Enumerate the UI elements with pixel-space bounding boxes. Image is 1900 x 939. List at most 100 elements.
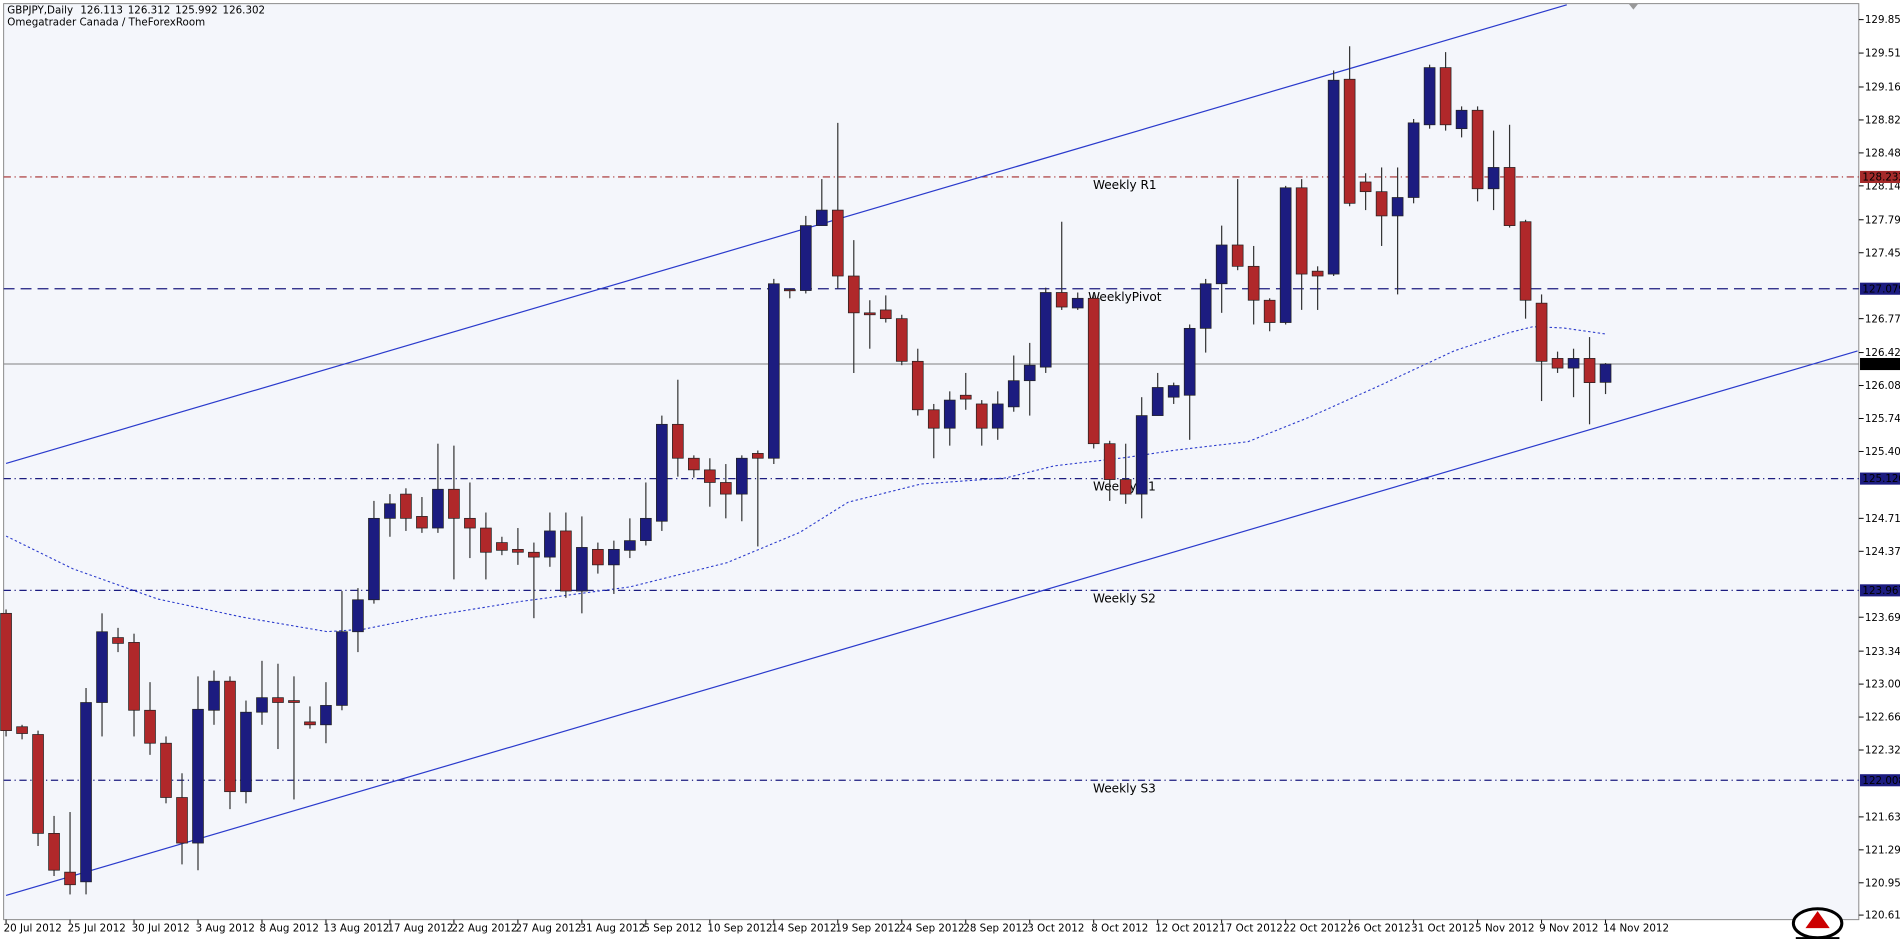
candle-body (1311, 270, 1324, 277)
candle-body (32, 734, 44, 834)
candle-body (496, 542, 508, 551)
level-tag (1860, 774, 1900, 787)
scroll-marker (1628, 3, 1639, 10)
candle-body (0, 612, 12, 731)
x-tick-label: 24 Sep 2012 (899, 923, 964, 935)
candle-body (144, 709, 156, 744)
x-tick-label: 26 Oct 2012 (1347, 923, 1411, 935)
candle-body (320, 705, 332, 726)
x-tick-label: 19 Sep 2012 (835, 923, 900, 935)
x-tick-label: 14 Nov 2012 (1603, 923, 1669, 935)
x-tick-label: 3 Aug 2012 (196, 923, 255, 935)
candle-body (592, 548, 604, 566)
candle-body (128, 642, 140, 711)
candle-body (176, 797, 188, 844)
candle-body (352, 599, 364, 633)
level-tag (1860, 282, 1900, 295)
candle-body (1279, 187, 1292, 323)
candle-body (624, 540, 636, 551)
candle-body (256, 697, 268, 713)
candle-body (608, 548, 620, 566)
header-low: 125.992 (175, 4, 218, 16)
overlay (5, 4, 1858, 897)
candle-body (1151, 387, 1164, 416)
y-tick-label: 123.690 (1865, 612, 1900, 624)
candle-body (208, 680, 220, 711)
candle-body (704, 469, 716, 483)
candle-body (752, 453, 764, 459)
candle-body (400, 493, 412, 519)
candle-body (1519, 221, 1532, 301)
x-tick-label: 31 Oct 2012 (1411, 923, 1475, 935)
level-value: 123.967 (1862, 585, 1900, 597)
candle-body (640, 517, 652, 541)
header-close: 126.302 (223, 4, 266, 16)
axes: 129.855 129.510 129.160 128.820 128.480 128.1… (4, 14, 1900, 935)
candle-body (160, 742, 172, 798)
candle-body (560, 530, 572, 592)
candles (0, 46, 1612, 895)
level-value: 122.008 (1862, 775, 1900, 787)
y-tick-label: 120.617 (1865, 910, 1900, 922)
candle-body (1231, 244, 1244, 267)
plot-area (3, 3, 1860, 921)
level-tag (1860, 170, 1900, 183)
candle-body (656, 423, 668, 522)
y-tick-label: 120.950 (1865, 877, 1900, 889)
candle-body (368, 517, 380, 601)
candle-body (1071, 297, 1084, 309)
level-value: 125.120 (1862, 473, 1900, 485)
candle-body (432, 488, 444, 529)
candle-body (448, 488, 460, 519)
candle-body (1551, 358, 1564, 369)
candle-body (863, 312, 876, 316)
channel-lower (5, 350, 1858, 897)
candle-body (1167, 385, 1180, 398)
last-price-value: 126.302 (1862, 359, 1900, 371)
candle-body (688, 457, 700, 471)
candle-body (831, 209, 844, 277)
y-tick-label: 122.660 (1865, 712, 1900, 724)
x-tick-label: 27 Aug 2012 (515, 923, 581, 935)
level-name: WeeklyPivot (1088, 290, 1162, 304)
candle-body (959, 394, 972, 400)
candle-body (240, 711, 252, 793)
candle-body (1487, 167, 1500, 190)
candle-body (895, 318, 908, 362)
candle-body (544, 530, 556, 558)
candle-body (927, 409, 940, 429)
level-name: Weekly S2 (1093, 591, 1156, 605)
channel-upper (5, 4, 1567, 465)
candle-body (1503, 167, 1516, 226)
candle-body (224, 680, 236, 793)
candle-body (975, 403, 988, 429)
chart-subtitle: Omegatrader Canada / TheForexRoom (7, 16, 205, 28)
level-tag (1860, 472, 1900, 485)
candle-body (991, 403, 1004, 429)
x-tick-label: 8 Oct 2012 (1091, 923, 1148, 935)
candle-body (80, 702, 92, 883)
logo-leaf (1805, 911, 1830, 929)
header: GBPJPY,Daily 126.113 126.312 125.992 126.302 (7, 4, 265, 16)
candle-body (1039, 292, 1052, 368)
candle-body (48, 833, 60, 871)
x-tick-label: 20 Jul 2012 (4, 923, 62, 935)
candle-body (1583, 358, 1596, 383)
x-tick-label: 5 Sep 2012 (643, 923, 702, 935)
header-open: 126.113 (80, 4, 123, 16)
header-high: 126.312 (128, 4, 171, 16)
candle-body (1471, 109, 1484, 190)
x-tick-label: 12 Oct 2012 (1155, 923, 1219, 935)
x-tick-label: 17 Oct 2012 (1219, 923, 1283, 935)
y-tick-label: 124.370 (1865, 546, 1900, 558)
y-tick-label: 123.000 (1865, 679, 1900, 691)
candle-body (1375, 191, 1388, 217)
level-value: 127.079 (1862, 283, 1900, 295)
candle-body (799, 225, 812, 291)
level-name: Weekly S3 (1093, 781, 1156, 795)
candle-body (1055, 292, 1068, 308)
candle-body (911, 360, 924, 411)
y-tick-label: 124.710 (1865, 513, 1900, 525)
